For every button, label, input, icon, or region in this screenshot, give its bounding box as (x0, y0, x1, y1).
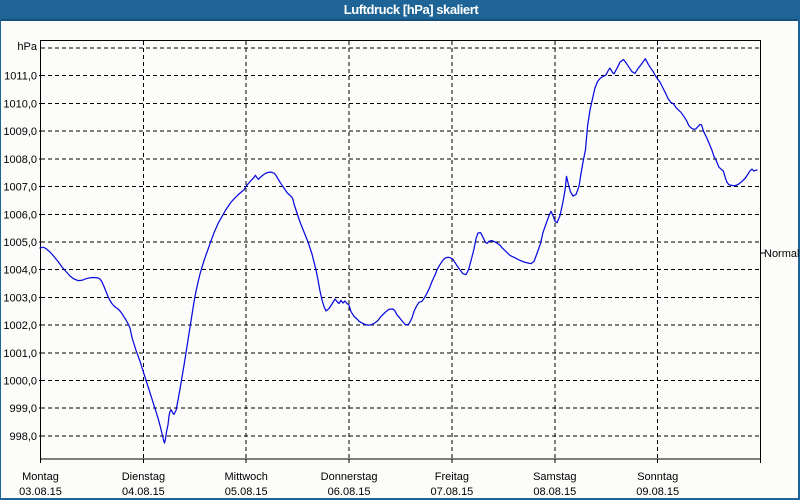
svg-text:Freitag: Freitag (435, 471, 469, 483)
svg-text:1010,0: 1010,0 (3, 98, 37, 110)
svg-text:1006,0: 1006,0 (3, 209, 37, 221)
svg-text:1003,0: 1003,0 (3, 292, 37, 304)
svg-text:1000,0: 1000,0 (3, 376, 37, 388)
svg-text:999,0: 999,0 (9, 403, 37, 415)
svg-text:1002,0: 1002,0 (3, 320, 37, 332)
svg-text:Dienstag: Dienstag (122, 471, 165, 483)
svg-text:07.08.15: 07.08.15 (430, 486, 473, 498)
svg-text:1007,0: 1007,0 (3, 182, 37, 194)
svg-text:1008,0: 1008,0 (3, 154, 37, 166)
svg-text:1004,0: 1004,0 (3, 265, 37, 277)
svg-text:08.08.15: 08.08.15 (533, 486, 576, 498)
svg-text:Sonntag: Sonntag (637, 471, 678, 483)
svg-text:1011,0: 1011,0 (4, 71, 37, 83)
svg-text:1009,0: 1009,0 (3, 126, 37, 138)
svg-text:1005,0: 1005,0 (3, 237, 37, 249)
svg-text:05.08.15: 05.08.15 (225, 486, 268, 498)
svg-text:Montag: Montag (22, 471, 59, 483)
svg-text:Mittwoch: Mittwoch (224, 471, 267, 483)
svg-text:Normal: Normal (764, 248, 799, 260)
svg-text:998,0: 998,0 (9, 431, 37, 443)
svg-text:06.08.15: 06.08.15 (328, 486, 371, 498)
svg-text:04.08.15: 04.08.15 (122, 486, 165, 498)
svg-text:Samstag: Samstag (533, 471, 576, 483)
svg-text:hPa: hPa (17, 41, 37, 53)
svg-text:Luftdruck [hPa] skaliert: Luftdruck [hPa] skaliert (344, 2, 480, 17)
svg-text:09.08.15: 09.08.15 (636, 486, 679, 498)
svg-text:03.08.15: 03.08.15 (19, 486, 62, 498)
svg-text:1001,0: 1001,0 (3, 348, 37, 360)
svg-text:Donnerstag: Donnerstag (321, 471, 378, 483)
